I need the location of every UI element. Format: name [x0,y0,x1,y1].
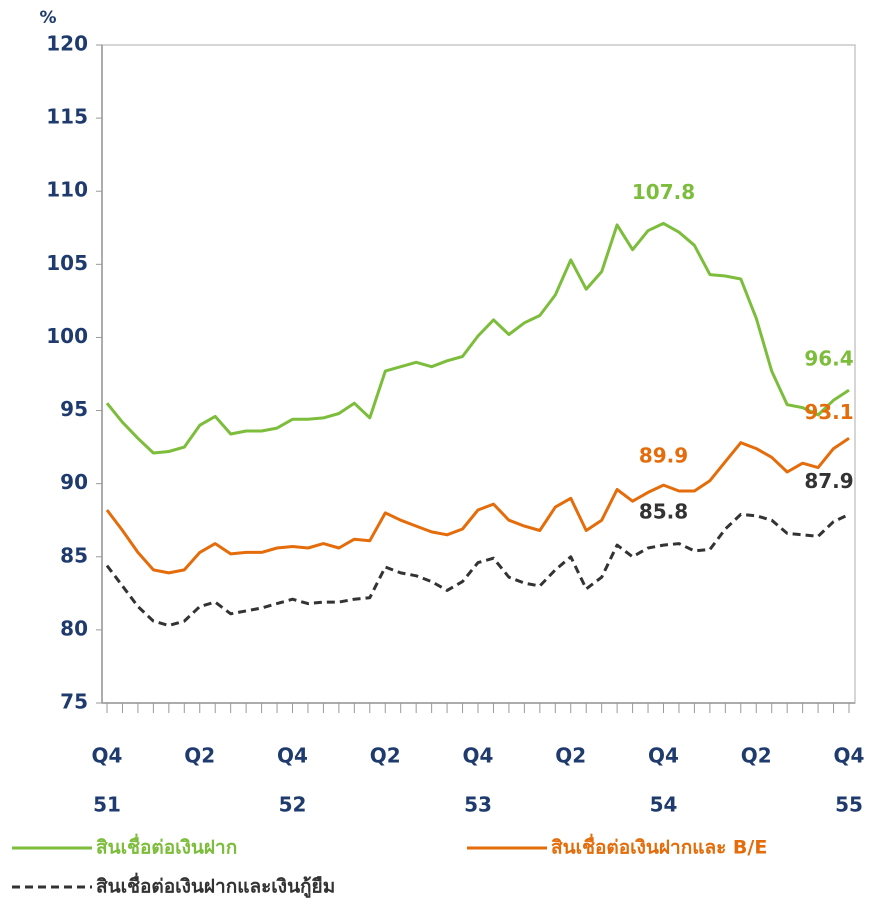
y-tick-label: 100 [46,324,88,348]
y-tick-label: 85 [60,543,88,567]
x-tick-label: Q2 [184,744,215,768]
series-line [105,512,850,627]
y-tick-label: 110 [46,178,88,202]
y-tick-label: 115 [46,105,88,129]
plot-frame [101,44,856,704]
y-tick-label: 95 [60,397,88,421]
x-tick-label: Q2 [370,744,401,768]
series-line [105,221,850,455]
x-tick-label: Q4 [463,744,494,768]
x-year-label: 54 [650,793,678,817]
x-tick-label: Q2 [555,744,586,768]
y-tick-label: 80 [60,616,88,640]
x-tick-label: Q4 [92,744,123,768]
x-tick-label: Q2 [741,744,772,768]
y-tick-label: 90 [60,470,88,494]
series-line [105,437,850,575]
data-label: 107.8 [632,180,695,204]
y-axis-label: % [39,8,56,28]
x-year-label: 55 [835,793,863,817]
y-tick-label: 75 [60,690,88,714]
data-label: 96.4 [804,347,853,371]
x-year-label: 52 [279,793,307,817]
legend-label: สินเชื่อต่อเงินฝาก [96,834,237,859]
y-tick-label: 105 [46,251,88,275]
x-tick-label: Q4 [834,744,865,768]
data-label: 87.9 [804,469,853,493]
data-label: 89.9 [639,444,688,468]
legend-label: สินเชื่อต่อเงินฝากและเงินกู้ยืม [96,873,335,899]
x-tick-label: Q4 [277,744,308,768]
data-label: 93.1 [804,400,853,424]
x-year-label: 51 [93,793,121,817]
data-label: 85.8 [639,500,688,524]
legend-label: สินเชื่อต่อเงินฝากและ B/E [551,834,767,859]
y-tick-label: 120 [46,32,88,56]
x-year-label: 53 [464,793,492,817]
x-tick-label: Q4 [648,744,679,768]
